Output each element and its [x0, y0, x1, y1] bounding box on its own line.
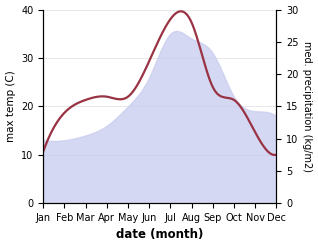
Y-axis label: med. precipitation (kg/m2): med. precipitation (kg/m2) — [302, 41, 313, 172]
X-axis label: date (month): date (month) — [116, 228, 204, 242]
Y-axis label: max temp (C): max temp (C) — [5, 70, 16, 142]
